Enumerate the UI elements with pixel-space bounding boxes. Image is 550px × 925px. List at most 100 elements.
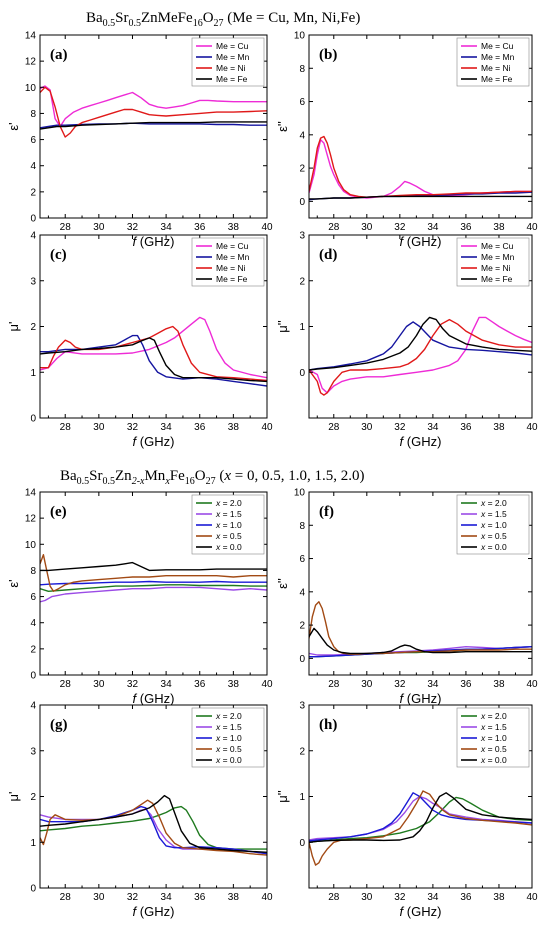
series-line-e-3 <box>40 554 267 592</box>
x-tick-label: 36 <box>460 892 472 903</box>
y-axis-label: ε'' <box>275 121 290 132</box>
legend-label: x = 1.5 <box>480 722 507 732</box>
y-axis-ticks: 0 1 2 3 <box>299 701 532 849</box>
y-axis-label: ε' <box>6 579 21 587</box>
x-tick-label: 40 <box>526 679 538 690</box>
top-section-title: Ba0.5Sr0.5ZnMeFe16O27 (Me = Cu, Mn, Ni,F… <box>86 10 360 29</box>
x-tick-label: 28 <box>328 679 340 690</box>
x-tick-label: 30 <box>93 892 105 903</box>
panel-label: (g) <box>50 717 68 733</box>
legend-label: x = 1.0 <box>215 733 242 743</box>
legend-label: x = 0.5 <box>480 531 507 541</box>
x-axis-label: f (GHz) <box>400 691 442 706</box>
series-line-c-0 <box>40 316 267 379</box>
y-tick-label: 0 <box>30 214 36 225</box>
legend-label: x = 1.0 <box>215 520 242 530</box>
plot-frame <box>39 491 268 676</box>
x-axis-label: f (GHz) <box>133 234 175 249</box>
series-line-e-0 <box>40 584 267 592</box>
y-tick-label: 3 <box>30 276 36 287</box>
series-line-h-3 <box>309 790 532 866</box>
x-tick-label: 32 <box>127 679 139 690</box>
legend-label: x = 1.5 <box>215 722 242 732</box>
x-tick-label: 40 <box>261 222 273 233</box>
y-tick-label: 0 <box>30 884 36 895</box>
x-tick-label: 36 <box>460 422 472 433</box>
x-tick-label: 36 <box>194 679 206 690</box>
series-line-b-0 <box>309 139 532 199</box>
x-tick-label: 28 <box>328 892 340 903</box>
legend-label: x = 2.0 <box>215 711 242 721</box>
y-axis-label: μ' <box>6 792 21 802</box>
y-axis-ticks: 0 1 2 3 4 <box>30 701 267 895</box>
y-tick-label: 8 <box>30 566 36 577</box>
y-axis-label: ε'' <box>275 578 290 589</box>
x-tick-label: 28 <box>60 892 72 903</box>
series-line-g-2 <box>40 805 267 855</box>
y-tick-label: 1 <box>299 792 305 803</box>
x-tick-label: 34 <box>427 222 439 233</box>
y-tick-label: 12 <box>25 514 37 525</box>
legend-label: Me = Mn <box>216 52 250 62</box>
legend-label: x = 1.0 <box>480 733 507 743</box>
y-tick-label: 2 <box>299 621 305 632</box>
x-axis-ticks: 28 30 32 34 36 38 40 <box>316 35 538 233</box>
plot-frame <box>308 34 533 219</box>
y-tick-label: 14 <box>25 31 37 42</box>
x-axis-ticks: 28 30 32 34 36 38 40 <box>47 492 273 690</box>
y-tick-label: 2 <box>30 187 36 198</box>
plot-frame <box>308 491 533 676</box>
y-tick-label: 2 <box>299 276 305 287</box>
legend-label: x = 0.0 <box>480 542 507 552</box>
x-tick-label: 28 <box>60 422 72 433</box>
x-axis-ticks: 28 30 32 34 36 38 40 <box>47 35 273 233</box>
y-tick-label: 14 <box>25 488 37 499</box>
series-line-e-1 <box>40 586 267 603</box>
x-tick-label: 40 <box>261 679 273 690</box>
series-line-h-1 <box>309 795 532 841</box>
y-tick-label: 6 <box>30 135 36 146</box>
x-tick-label: 34 <box>427 679 439 690</box>
legend-label: Me = Cu <box>216 241 249 251</box>
x-tick-label: 30 <box>361 422 373 433</box>
series-line-d-1 <box>309 321 532 371</box>
y-tick-label: 10 <box>294 31 306 42</box>
panel-a: 28 30 32 34 36 38 40 0 2 4 6 8 10 12 14 f (GHz) ε' (a) Me … <box>6 31 273 250</box>
x-tick-label: 38 <box>228 222 240 233</box>
x-tick-label: 38 <box>493 222 505 233</box>
y-tick-label: 3 <box>299 701 305 712</box>
panel-label: (a) <box>50 47 68 63</box>
legend-label: Me = Ni <box>481 63 511 73</box>
panel-label: (h) <box>319 717 337 733</box>
y-tick-label: 2 <box>299 164 305 175</box>
series-line-d-0 <box>309 316 532 394</box>
x-axis-ticks: 28 30 32 34 36 38 40 <box>47 235 273 433</box>
x-tick-label: 38 <box>228 422 240 433</box>
legend-label: x = 2.0 <box>480 498 507 508</box>
legend-label: Me = Ni <box>481 263 511 273</box>
legend-label: x = 1.5 <box>480 509 507 519</box>
y-tick-label: 8 <box>299 64 305 75</box>
legend-label: x = 1.0 <box>480 520 507 530</box>
legend-label: x = 1.5 <box>215 509 242 519</box>
panel-e: 28 30 32 34 36 38 40 0 2 4 6 8 10 12 14 f (GHz) ε' (e) x =… <box>6 488 273 707</box>
y-tick-label: 4 <box>299 587 305 598</box>
y-tick-label: 3 <box>30 746 36 757</box>
y-tick-label: 4 <box>30 701 36 712</box>
y-axis-label: μ'' <box>275 790 290 802</box>
x-tick-label: 32 <box>127 422 139 433</box>
legend-label: x = 0.5 <box>480 744 507 754</box>
y-tick-label: 1 <box>299 322 305 333</box>
legend-label: Me = Cu <box>216 41 249 51</box>
legend-label: Me = Mn <box>216 252 250 262</box>
y-tick-label: 2 <box>299 746 305 757</box>
series-line-a-3 <box>40 121 267 130</box>
plot-frame <box>39 34 268 219</box>
panel-b: 28 30 32 34 36 38 40 0 2 4 6 8 10 f (GHz) ε'' (b) Me = C… <box>275 31 538 250</box>
series-line-a-0 <box>40 85 267 128</box>
x-axis-label: f (GHz) <box>400 904 442 919</box>
y-axis-label: μ'' <box>275 320 290 332</box>
y-tick-label: 0 <box>30 414 36 425</box>
